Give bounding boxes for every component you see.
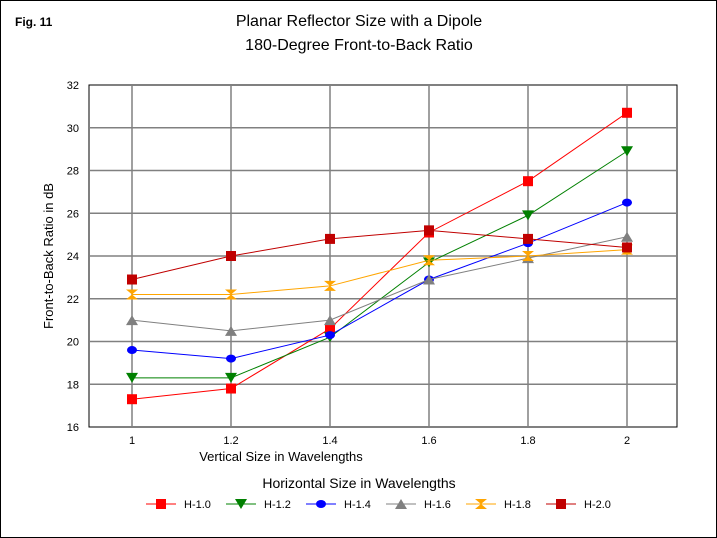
data-point: [126, 315, 138, 326]
y-tick-label: 24: [67, 251, 79, 263]
data-point: [127, 346, 137, 355]
legend-marker: [156, 499, 166, 509]
data-point: [622, 107, 632, 118]
data-point: [423, 255, 435, 266]
data-point: [225, 325, 237, 336]
legend-marker: [235, 499, 247, 509]
y-tick-label: 16: [67, 422, 79, 434]
data-point: [324, 315, 336, 326]
x-tick-label: 1: [129, 435, 135, 447]
legend: H-1.0 H-1.2 H-1.4 H-1.6 H-1.8 H-2.0: [146, 499, 611, 511]
legend-marker: [316, 500, 326, 508]
y-tick-label: 26: [67, 208, 79, 220]
data-point: [622, 198, 632, 207]
data-point: [621, 146, 633, 157]
legend-label: H-2.0: [584, 499, 611, 511]
data-point: [325, 233, 335, 244]
data-point: [622, 242, 632, 253]
y-tick-label: 22: [67, 294, 79, 306]
data-point: [621, 231, 633, 242]
figure-label: Fig. 11: [15, 15, 53, 29]
data-point: [226, 251, 236, 261]
legend-title: Horizontal Size in Wavelengths: [262, 475, 455, 491]
legend-label: H-1.0: [184, 499, 211, 511]
series-line: [131, 202, 628, 360]
y-tick-label: 20: [67, 337, 79, 349]
x-tick-label: 1.4: [322, 435, 337, 447]
data-point: [523, 176, 533, 187]
data-point: [522, 251, 534, 261]
data-point: [522, 210, 534, 221]
legend-item-H-1.6: H-1.6: [386, 499, 451, 511]
data-point: [324, 280, 336, 291]
legend-marker: [475, 499, 487, 509]
y-tick-label: 30: [67, 123, 79, 135]
data-point: [423, 274, 435, 285]
data-point: [325, 323, 335, 334]
chart-subtitle: 180-Degree Front-to-Back Ratio: [245, 37, 473, 54]
x-tick-label: 2: [624, 435, 630, 447]
y-tick-label: 18: [67, 379, 79, 391]
legend-label: H-1.2: [264, 499, 291, 511]
x-tick-labels: 1 1.2 1.4 1.6 1.8 2: [129, 435, 630, 447]
data-point: [225, 372, 237, 383]
x-axis-label: Vertical Size in Wavelengths: [199, 449, 363, 464]
data-point: [226, 383, 236, 394]
x-tick-label: 1.2: [223, 435, 238, 447]
series-H-2.0: [127, 225, 632, 285]
y-axis-label: Front-to-Back Ratio in dB: [41, 183, 56, 329]
legend-marker: [556, 499, 566, 509]
legend-marker: [395, 499, 407, 509]
data-point: [225, 289, 237, 300]
data-point: [424, 225, 434, 236]
data-point: [226, 354, 236, 363]
series-line: [131, 229, 628, 280]
legend-item-H-2.0: H-2.0: [546, 499, 611, 511]
data-point: [126, 372, 138, 383]
y-tick-labels: 16 18 20 22 24 26 28 30 32: [67, 80, 79, 434]
data-point: [523, 233, 533, 244]
legend-item-H-1.4: H-1.4: [306, 499, 371, 511]
legend-item-H-1.2: H-1.2: [226, 499, 291, 511]
x-tick-label: 1.8: [520, 435, 535, 447]
series-group: [126, 107, 633, 405]
data-point: [126, 289, 138, 300]
x-tick-label: 1.6: [421, 435, 436, 447]
legend-label: H-1.8: [504, 499, 531, 511]
y-tick-label: 28: [67, 166, 79, 178]
legend-item-H-1.0: H-1.0: [146, 499, 211, 511]
legend-label: H-1.4: [344, 499, 371, 511]
chart-title: Planar Reflector Size with a Dipole: [236, 13, 482, 30]
legend-item-H-1.8: H-1.8: [466, 499, 531, 511]
data-point: [127, 394, 137, 405]
y-tick-label: 32: [67, 80, 79, 92]
series-line: [131, 112, 628, 400]
data-point: [325, 331, 335, 340]
legend-label: H-1.6: [424, 499, 451, 511]
data-point: [127, 274, 137, 285]
series-line: [132, 249, 628, 295]
